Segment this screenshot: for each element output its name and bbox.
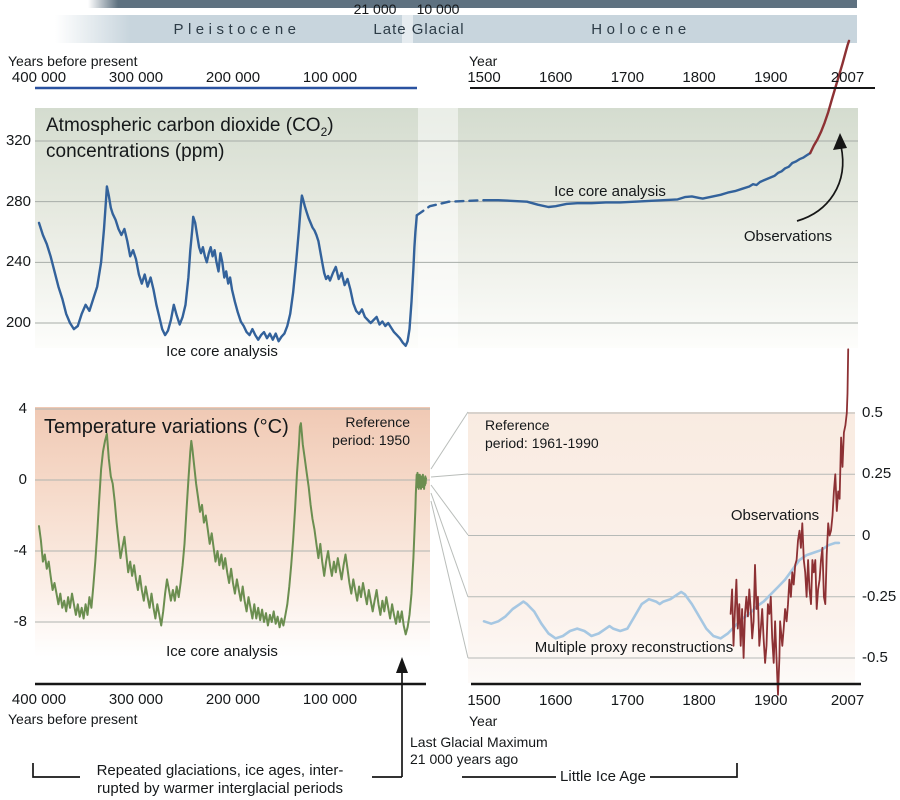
top-right-axis-tick: 1900	[754, 69, 788, 86]
temp-right-y-axis-tick: 0.25	[862, 465, 892, 483]
marker-21000: 21 000	[353, 1, 397, 17]
co2-y-axis-tick: 320	[5, 132, 31, 149]
top-right-axis-tick: 1500	[467, 69, 501, 86]
top-left-axis-tick: 300 000	[108, 69, 164, 86]
temp-reference-right-line1: Reference	[485, 417, 550, 433]
co2-y-axis-tick: 200	[5, 314, 31, 331]
top-right-axis-tick: 1600	[539, 69, 573, 86]
annotation-shapes	[32, 133, 847, 778]
little-ice-age-label: Little Ice Age	[560, 768, 646, 785]
temp-reference-right: Reference period: 1961-1990	[485, 417, 599, 452]
bottom-right-axis-tick: 1500	[467, 692, 501, 709]
bottom-right-axis-tick: 2007	[830, 692, 865, 709]
co2-observations-label: Observations	[743, 228, 833, 245]
co2-title: Atmospheric carbon dioxide (CO2) concent…	[46, 114, 334, 164]
glaciations-line1: Repeated glaciations, ice ages, inter-	[96, 762, 344, 779]
bottom-left-axis-tick: 400 000	[11, 691, 67, 708]
axis-lines	[35, 86, 875, 686]
temp-left-y-axis-tick: 0	[18, 471, 27, 488]
temp-proxy-label: Multiple proxy reconstructions	[534, 639, 734, 656]
temp-left-y-axis-tick: 4	[18, 400, 27, 417]
bottom-right-axis-tick: 1600	[539, 692, 573, 709]
gridlines	[35, 140, 858, 659]
temp-reference-left: Reference period: 1950	[332, 414, 410, 449]
temp-ice-core-label: Ice core analysis	[166, 643, 278, 660]
bottom-left-axis-tick: 200 000	[205, 691, 261, 708]
temp-observations-label: Observations	[730, 507, 820, 524]
lgm-line1: Last Glacial Maximum	[410, 734, 548, 750]
top-left-axis-title: Years before present	[8, 53, 138, 69]
bottom-left-axis-tick: 300 000	[108, 691, 164, 708]
co2-y-axis-tick: 280	[5, 192, 31, 210]
glaciations-bracket-left	[32, 763, 80, 778]
co2-dashed-bridge	[415, 198, 486, 217]
little-ice-age-bracket-right	[650, 763, 738, 778]
temp-title: Temperature variations (°C)	[44, 416, 289, 438]
temp-right-panel-background	[468, 412, 855, 683]
temp-right-y-axis-tick: 0.5	[862, 404, 883, 421]
scale-fan-lines	[430, 411, 469, 659]
temp-reference-left-line1: Reference	[345, 414, 410, 430]
co2-ice-core-label-right: Ice core analysis	[554, 183, 666, 200]
bottom-right-axis-tick: 1800	[682, 692, 716, 709]
marker-10000: 10 000	[416, 1, 460, 17]
data-curves	[37, 39, 851, 696]
co2-ice-core-label-left: Ice core analysis	[166, 343, 278, 360]
epoch-timeline-bar	[55, 15, 857, 43]
observations-arrowhead-co2	[833, 133, 847, 150]
epoch-pleistocene: Pleistocene	[173, 21, 301, 38]
co2-title-subscript: 2	[320, 124, 328, 139]
temp-left-y-axis-tick: -4	[13, 542, 27, 559]
bottom-left-axis-tick: 100 000	[302, 691, 358, 708]
observations-arrow-co2	[796, 145, 844, 222]
lgm-line2: 21 000 years ago	[410, 750, 519, 767]
glaciations-annotation: Repeated glaciations, ice ages, inter- r…	[97, 762, 344, 799]
bottom-right-axis-tick: 1900	[754, 692, 788, 709]
temp-proxy-curve	[482, 541, 841, 640]
epoch-late-glacial: Late Glacial	[373, 21, 465, 38]
bottom-left-axis-title: Years before present	[8, 711, 138, 727]
epoch-divider	[402, 15, 413, 43]
temp-right-y-axis-tick: 0	[862, 526, 871, 544]
co2-ice-core-curve-left	[37, 185, 418, 347]
temp-ice-core-curve	[38, 422, 427, 636]
top-right-axis-tick: 2007	[830, 69, 865, 86]
epoch-holocene: Holocene	[591, 21, 691, 38]
co2-ice-core-curve-right	[482, 151, 812, 209]
bottom-right-axis-title: Year	[469, 713, 498, 729]
temp-observations-curve	[729, 348, 850, 696]
co2-y-axis-tick: 240	[5, 253, 31, 271]
co2-title-pre: Atmospheric carbon dioxide (CO	[46, 115, 321, 136]
top-strip	[88, 0, 857, 8]
top-right-axis-tick: 1800	[682, 69, 716, 86]
co2-title-post: )	[327, 115, 334, 136]
temp-reference-right-line2: period: 1961-1990	[485, 434, 599, 451]
top-left-axis-tick: 200 000	[205, 69, 261, 86]
temp-reference-left-line2: period: 1950	[332, 431, 410, 448]
top-right-axis-tick: 1700	[610, 69, 645, 86]
lgm-arrowhead	[396, 657, 408, 673]
top-left-axis-tick: 100 000	[302, 69, 358, 86]
bottom-right-axis-tick: 1700	[610, 692, 645, 709]
top-right-axis-title: Year	[469, 53, 498, 69]
temp-right-y-axis-tick: -0.5	[862, 649, 888, 666]
temp-right-y-axis-tick: -0.25	[862, 587, 897, 605]
co2-observations-curve	[809, 39, 851, 155]
co2-title-line2: concentrations (ppm)	[46, 141, 225, 163]
co2-panel-gap-band	[418, 108, 458, 348]
co2-title-line1: Atmospheric carbon dioxide (CO2)	[46, 114, 334, 140]
lgm-annotation: Last Glacial Maximum 21 000 years ago	[410, 734, 548, 768]
glaciations-line2: rupted by warmer interglacial periods	[97, 780, 343, 798]
temp-left-panel-background	[35, 407, 430, 657]
temp-left-y-axis-tick: -8	[13, 613, 27, 630]
top-left-axis-tick: 400 000	[11, 69, 67, 86]
